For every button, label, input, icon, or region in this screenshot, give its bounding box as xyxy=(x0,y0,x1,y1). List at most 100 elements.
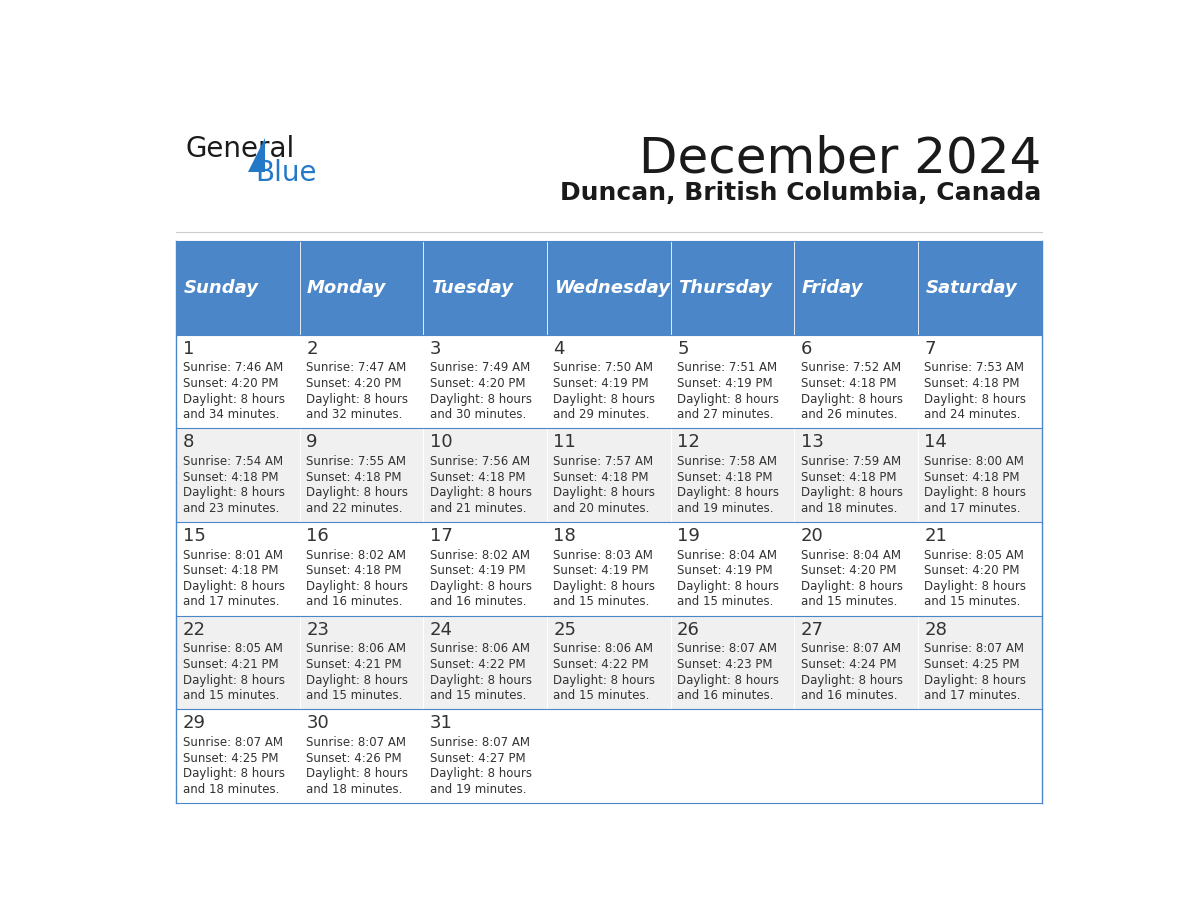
Bar xyxy=(423,334,546,428)
Text: Sunset: 4:27 PM: Sunset: 4:27 PM xyxy=(430,752,525,765)
Bar xyxy=(795,241,918,334)
Text: Sunrise: 7:46 AM: Sunrise: 7:46 AM xyxy=(183,362,283,375)
Text: 5: 5 xyxy=(677,340,689,357)
Text: Sunrise: 8:04 AM: Sunrise: 8:04 AM xyxy=(677,549,777,562)
Text: and 16 minutes.: and 16 minutes. xyxy=(307,596,403,609)
Text: 21: 21 xyxy=(924,527,947,545)
Text: Daylight: 8 hours: Daylight: 8 hours xyxy=(307,674,409,687)
Text: Sunset: 4:18 PM: Sunset: 4:18 PM xyxy=(801,471,896,484)
Text: Daylight: 8 hours: Daylight: 8 hours xyxy=(677,393,779,406)
Text: Daylight: 8 hours: Daylight: 8 hours xyxy=(801,393,903,406)
Text: Sunrise: 8:02 AM: Sunrise: 8:02 AM xyxy=(307,549,406,562)
Text: and 15 minutes.: and 15 minutes. xyxy=(801,596,897,609)
Text: Sunrise: 7:55 AM: Sunrise: 7:55 AM xyxy=(307,455,406,468)
Text: Sunrise: 8:07 AM: Sunrise: 8:07 AM xyxy=(924,643,1024,655)
Bar xyxy=(546,616,671,710)
Text: Daylight: 8 hours: Daylight: 8 hours xyxy=(430,393,532,406)
Text: Daylight: 8 hours: Daylight: 8 hours xyxy=(307,393,409,406)
Text: Sunrise: 8:02 AM: Sunrise: 8:02 AM xyxy=(430,549,530,562)
Text: Sunrise: 7:57 AM: Sunrise: 7:57 AM xyxy=(554,455,653,468)
Text: 25: 25 xyxy=(554,621,576,639)
Text: Sunrise: 8:06 AM: Sunrise: 8:06 AM xyxy=(430,643,530,655)
Text: and 15 minutes.: and 15 minutes. xyxy=(677,596,773,609)
Text: Sunset: 4:19 PM: Sunset: 4:19 PM xyxy=(554,377,649,390)
Text: and 16 minutes.: and 16 minutes. xyxy=(677,689,773,702)
Bar xyxy=(671,334,795,428)
Text: 3: 3 xyxy=(430,340,441,357)
Text: and 20 minutes.: and 20 minutes. xyxy=(554,502,650,515)
Bar xyxy=(176,522,299,616)
Text: Sunrise: 8:07 AM: Sunrise: 8:07 AM xyxy=(430,736,530,749)
Text: 27: 27 xyxy=(801,621,823,639)
Text: Sunset: 4:20 PM: Sunset: 4:20 PM xyxy=(183,377,278,390)
Bar xyxy=(795,710,918,803)
Text: 9: 9 xyxy=(307,433,317,451)
Text: Daylight: 8 hours: Daylight: 8 hours xyxy=(430,767,532,780)
Text: Sunrise: 8:07 AM: Sunrise: 8:07 AM xyxy=(801,643,901,655)
Text: and 15 minutes.: and 15 minutes. xyxy=(307,689,403,702)
Text: and 29 minutes.: and 29 minutes. xyxy=(554,409,650,421)
Text: and 17 minutes.: and 17 minutes. xyxy=(183,596,279,609)
Bar xyxy=(176,710,299,803)
Bar xyxy=(671,522,795,616)
Text: Sunset: 4:23 PM: Sunset: 4:23 PM xyxy=(677,658,772,671)
Text: Sunrise: 7:56 AM: Sunrise: 7:56 AM xyxy=(430,455,530,468)
Text: and 30 minutes.: and 30 minutes. xyxy=(430,409,526,421)
Text: Friday: Friday xyxy=(802,279,864,297)
Text: Sunrise: 8:04 AM: Sunrise: 8:04 AM xyxy=(801,549,901,562)
Text: Daylight: 8 hours: Daylight: 8 hours xyxy=(554,580,656,593)
Text: December 2024: December 2024 xyxy=(639,135,1042,183)
Text: Sunset: 4:21 PM: Sunset: 4:21 PM xyxy=(307,658,402,671)
Text: Daylight: 8 hours: Daylight: 8 hours xyxy=(183,393,285,406)
Text: Daylight: 8 hours: Daylight: 8 hours xyxy=(677,674,779,687)
Bar xyxy=(671,241,795,334)
Bar xyxy=(795,334,918,428)
Bar xyxy=(671,428,795,522)
Text: 1: 1 xyxy=(183,340,194,357)
Text: Sunset: 4:20 PM: Sunset: 4:20 PM xyxy=(801,565,896,577)
Text: Sunset: 4:18 PM: Sunset: 4:18 PM xyxy=(924,377,1019,390)
Text: 2: 2 xyxy=(307,340,317,357)
Text: Sunset: 4:18 PM: Sunset: 4:18 PM xyxy=(183,565,278,577)
Text: Daylight: 8 hours: Daylight: 8 hours xyxy=(554,487,656,499)
Text: Sunset: 4:18 PM: Sunset: 4:18 PM xyxy=(677,471,772,484)
Text: Daylight: 8 hours: Daylight: 8 hours xyxy=(183,767,285,780)
Text: 7: 7 xyxy=(924,340,936,357)
Bar xyxy=(299,334,423,428)
Text: and 18 minutes.: and 18 minutes. xyxy=(183,783,279,796)
Text: and 16 minutes.: and 16 minutes. xyxy=(430,596,526,609)
Text: Sunrise: 8:00 AM: Sunrise: 8:00 AM xyxy=(924,455,1024,468)
Text: and 19 minutes.: and 19 minutes. xyxy=(677,502,773,515)
Bar xyxy=(918,241,1042,334)
Text: Sunset: 4:18 PM: Sunset: 4:18 PM xyxy=(801,377,896,390)
Text: 31: 31 xyxy=(430,714,453,733)
Text: 6: 6 xyxy=(801,340,813,357)
Text: Daylight: 8 hours: Daylight: 8 hours xyxy=(677,580,779,593)
Text: and 15 minutes.: and 15 minutes. xyxy=(554,689,650,702)
Text: Thursday: Thursday xyxy=(678,279,772,297)
Text: 12: 12 xyxy=(677,433,700,451)
Text: 10: 10 xyxy=(430,433,453,451)
Text: Saturday: Saturday xyxy=(925,279,1017,297)
Text: 8: 8 xyxy=(183,433,194,451)
Text: Sunset: 4:19 PM: Sunset: 4:19 PM xyxy=(677,565,772,577)
Text: and 18 minutes.: and 18 minutes. xyxy=(307,783,403,796)
Bar xyxy=(423,616,546,710)
Text: Monday: Monday xyxy=(308,279,386,297)
Bar xyxy=(918,334,1042,428)
Text: Sunset: 4:25 PM: Sunset: 4:25 PM xyxy=(924,658,1019,671)
Bar xyxy=(423,428,546,522)
Text: 28: 28 xyxy=(924,621,947,639)
Text: Sunset: 4:20 PM: Sunset: 4:20 PM xyxy=(430,377,525,390)
Bar xyxy=(299,710,423,803)
Text: and 27 minutes.: and 27 minutes. xyxy=(677,409,773,421)
Bar xyxy=(423,710,546,803)
Text: Sunrise: 7:49 AM: Sunrise: 7:49 AM xyxy=(430,362,530,375)
Text: 19: 19 xyxy=(677,527,700,545)
Text: and 26 minutes.: and 26 minutes. xyxy=(801,409,897,421)
Text: Sunrise: 8:07 AM: Sunrise: 8:07 AM xyxy=(307,736,406,749)
Text: 13: 13 xyxy=(801,433,823,451)
Text: Wednesday: Wednesday xyxy=(555,279,670,297)
Text: Daylight: 8 hours: Daylight: 8 hours xyxy=(924,580,1026,593)
Bar xyxy=(918,428,1042,522)
